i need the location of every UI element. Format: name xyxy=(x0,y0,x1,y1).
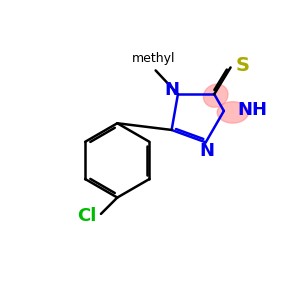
Text: NH: NH xyxy=(237,101,267,119)
Text: methyl: methyl xyxy=(131,52,175,65)
Text: N: N xyxy=(200,142,215,160)
Text: Cl: Cl xyxy=(77,207,97,225)
Ellipse shape xyxy=(217,102,248,123)
Text: N: N xyxy=(164,81,179,99)
Ellipse shape xyxy=(203,84,228,107)
Text: S: S xyxy=(236,56,250,76)
